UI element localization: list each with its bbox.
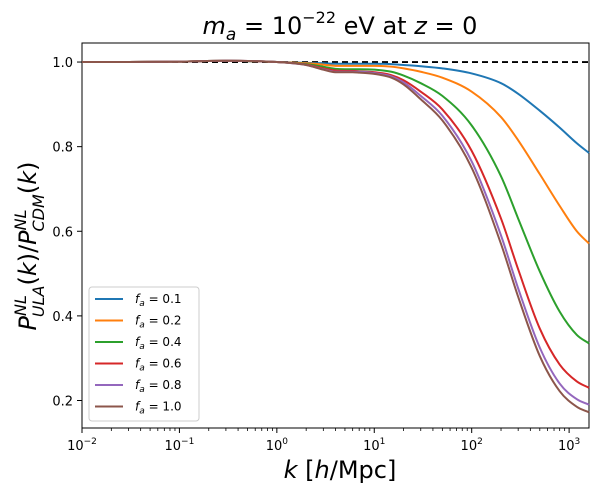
- series-line-5: [82, 59, 590, 414]
- x-tick-label: 10−2: [67, 437, 97, 454]
- legend-label-3: fa = 0.6: [135, 357, 182, 374]
- legend-label-5: fa = 1.0: [135, 400, 182, 417]
- series-line-1: [82, 59, 590, 245]
- chart-title: ma = 10−22 eV at z = 0: [203, 8, 478, 45]
- y-tick-label: 0.4: [52, 310, 73, 325]
- x-tick-label: 102: [461, 437, 483, 454]
- y-tick-label: 1.0: [52, 56, 73, 71]
- legend-label-4: fa = 0.8: [135, 378, 182, 395]
- series-layer: [82, 59, 590, 414]
- x-axis-label: k [h/Mpc]: [284, 456, 397, 484]
- x-tick-label: 103: [558, 437, 580, 454]
- x-tick-label: 101: [363, 437, 385, 454]
- legend-label-2: fa = 0.4: [135, 335, 182, 352]
- legend: fa = 0.1 fa = 0.2 fa = 0.4 fa = 0.6 fa = 0.8…: [88, 286, 200, 422]
- y-axis-label: PNLULA(k)/PNLCDM(k): [11, 161, 48, 330]
- axis-ticks: 10−2 10−1 100 101 102 103 0.2 0.4 0.6 0.8 1.0: [52, 56, 580, 454]
- legend-label-0: fa = 0.1: [135, 292, 182, 309]
- y-tick-label: 0.2: [52, 395, 73, 410]
- y-tick-label: 0.8: [52, 141, 73, 156]
- x-tick-label: 10−1: [165, 437, 195, 454]
- y-tick-label: 0.6: [52, 225, 73, 240]
- legend-label-1: fa = 0.2: [135, 314, 182, 331]
- series-line-0: [82, 59, 590, 154]
- x-tick-label: 100: [266, 437, 289, 454]
